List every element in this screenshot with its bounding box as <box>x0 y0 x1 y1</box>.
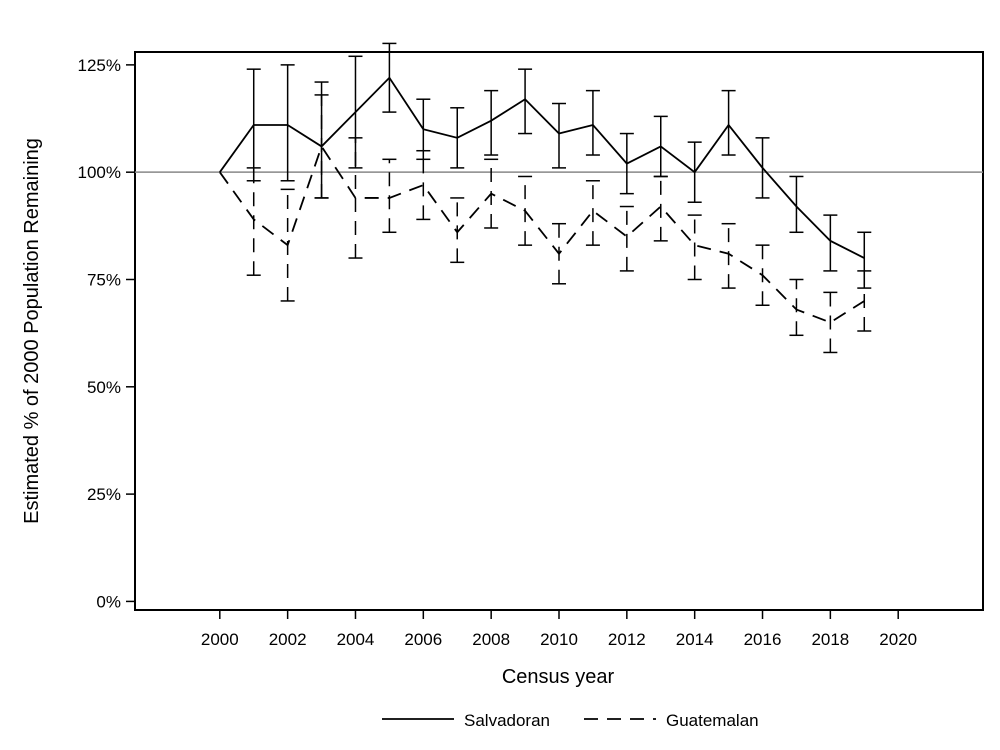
y-axis-title: Estimated % of 2000 Population Remaining <box>21 138 43 524</box>
error-bar-salvadoran <box>552 102 566 169</box>
x-tick-label: 2004 <box>337 630 375 649</box>
error-bar-guatemalan <box>721 222 736 289</box>
x-tick-label: 2020 <box>879 630 917 649</box>
error-bar-guatemalan <box>789 278 804 337</box>
error-bar-guatemalan <box>823 291 838 354</box>
error-bar-salvadoran <box>484 89 499 156</box>
error-bar-guatemalan <box>246 167 261 276</box>
legend-label-salvadoran: Salvadoran <box>464 711 550 730</box>
error-bar-salvadoran <box>518 68 533 135</box>
x-tick-label: 2018 <box>811 630 849 649</box>
legend-label-guatemalan: Guatemalan <box>666 711 759 730</box>
x-tick-label: 2010 <box>540 630 578 649</box>
legend: Salvadoran Guatemalan <box>382 711 759 730</box>
series-line-guatemalan <box>219 144 865 324</box>
y-tick-label: 25% <box>87 485 121 504</box>
error-bar-guatemalan <box>585 180 600 246</box>
x-axis: 2000 2002 2004 2006 2008 2010 2012 2014 2016 2018… <box>201 610 917 649</box>
x-tick-label: 2006 <box>404 630 442 649</box>
x-axis-title: Census year <box>502 666 615 688</box>
error-bar-salvadoran <box>585 89 600 156</box>
series-salvadoran <box>219 42 872 289</box>
error-bar-guatemalan <box>416 149 431 221</box>
y-axis: 0% 25% 50% 75% 100% 125% <box>78 56 135 611</box>
error-bar-guatemalan <box>314 94 329 199</box>
x-tick-label: 2002 <box>269 630 307 649</box>
error-bar-guatemalan <box>687 214 702 281</box>
x-tick-label: 2000 <box>201 630 239 649</box>
y-tick-label: 0% <box>96 592 121 611</box>
error-bar-salvadoran <box>823 214 838 272</box>
y-tick-label: 125% <box>78 56 121 75</box>
series-layer <box>219 42 872 354</box>
y-tick-label: 75% <box>87 270 121 289</box>
y-tick-label: 100% <box>78 163 121 182</box>
legend-item-guatemalan: Guatemalan <box>584 711 759 730</box>
x-tick-label: 2016 <box>744 630 782 649</box>
error-bar-guatemalan <box>653 175 668 242</box>
series-line-salvadoran <box>219 76 865 259</box>
x-tick-label: 2008 <box>472 630 510 649</box>
error-bar-guatemalan <box>450 197 465 264</box>
x-tick-label: 2012 <box>608 630 646 649</box>
error-bar-salvadoran <box>721 89 736 156</box>
error-bar-guatemalan <box>619 205 634 272</box>
series-guatemalan <box>219 94 872 354</box>
legend-item-salvadoran: Salvadoran <box>382 711 550 730</box>
x-tick-label: 2014 <box>676 630 714 649</box>
error-bar-guatemalan <box>382 158 397 234</box>
error-bar-salvadoran <box>789 175 804 234</box>
error-bar-salvadoran <box>280 64 295 182</box>
y-tick-label: 50% <box>87 378 121 397</box>
error-bar-guatemalan <box>348 137 363 259</box>
